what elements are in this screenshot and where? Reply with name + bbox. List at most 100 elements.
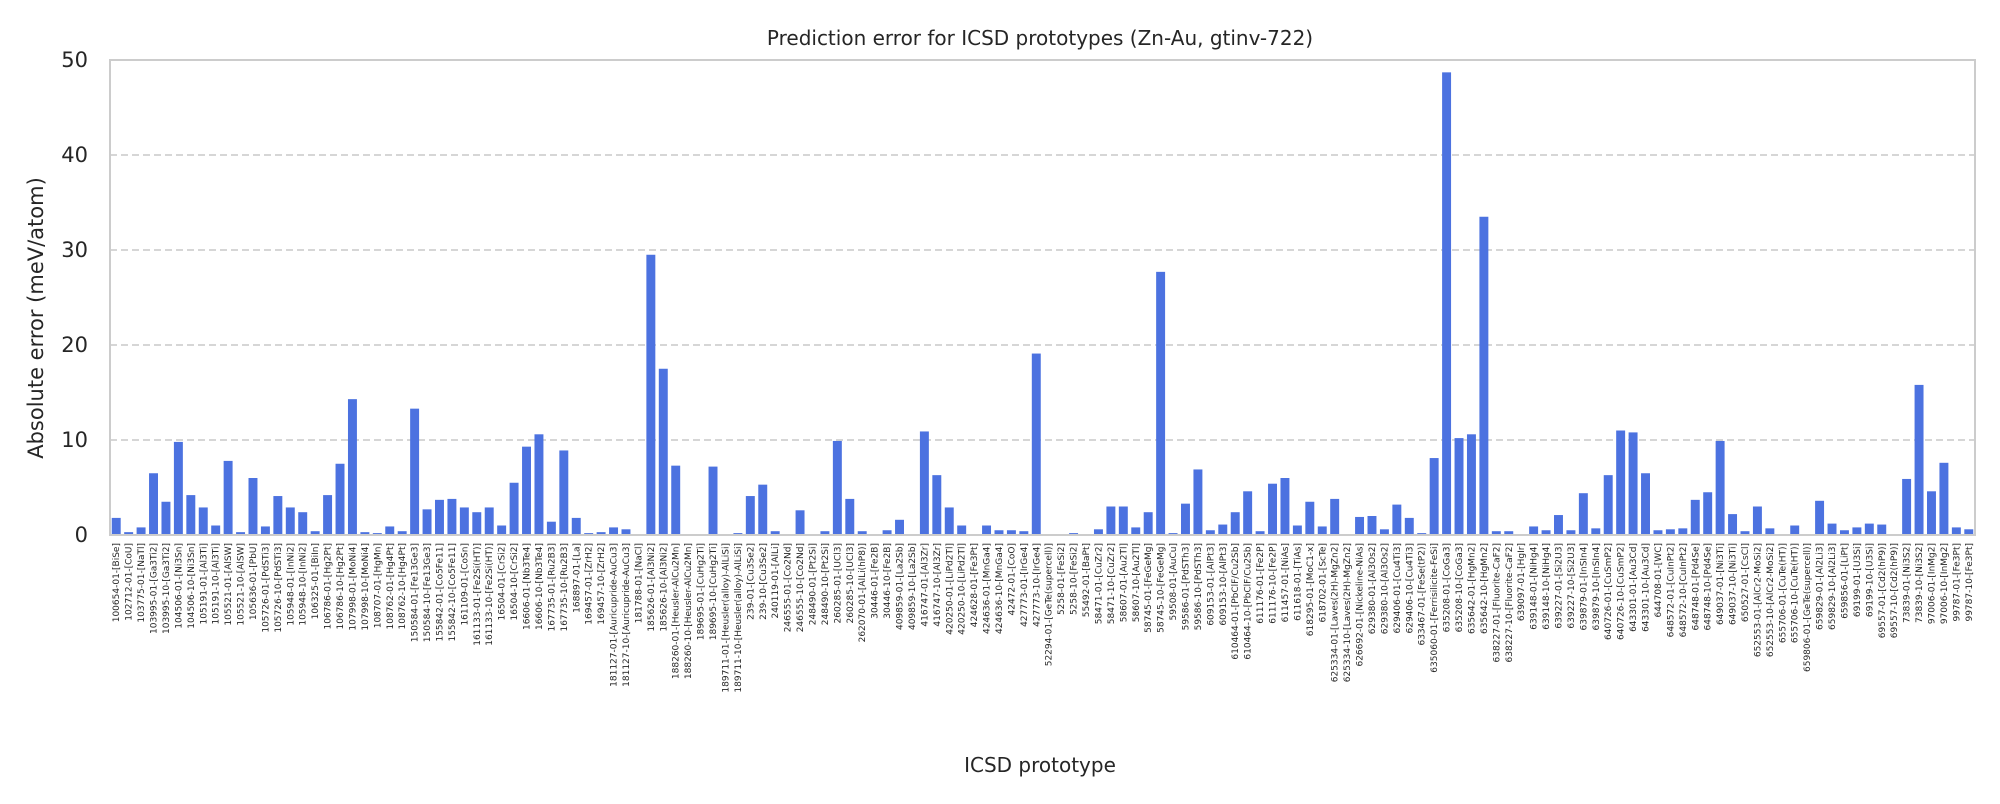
x-tick-label: 625334-10-[Laves(2H)-MgZn2] bbox=[1343, 543, 1353, 682]
x-tick-label: 59586-10-[PdSTh3] bbox=[1194, 543, 1204, 630]
bar bbox=[335, 463, 345, 535]
x-tick-label: 59508-01-[AuCu] bbox=[1169, 543, 1179, 620]
x-tick-label: 105521-10-[AlSW] bbox=[237, 543, 247, 626]
x-tick-label: 409859-01-[La2Sb] bbox=[896, 543, 906, 630]
x-tick-label: 105636-01-[PbU] bbox=[249, 543, 259, 620]
bar bbox=[285, 507, 295, 535]
x-tick-label: 643301-01-[Au3Cd] bbox=[1629, 543, 1639, 632]
bar bbox=[211, 525, 221, 535]
x-tick-label: 420250-01-[LiPd2Tl] bbox=[945, 543, 955, 635]
x-tick-label: 659829-10-[Al2Li3] bbox=[1828, 543, 1838, 630]
bar bbox=[1205, 530, 1215, 535]
bar bbox=[1715, 440, 1725, 535]
x-tick-label: 427773-01-[IrGe4] bbox=[1020, 543, 1030, 627]
bar bbox=[522, 446, 531, 535]
bar bbox=[1690, 499, 1700, 535]
x-tick-label: 639097-01-[HgIr] bbox=[1517, 543, 1527, 621]
x-tick-label: 240119-01-[AlLi] bbox=[771, 543, 781, 619]
bar bbox=[671, 465, 681, 535]
bar bbox=[1939, 462, 1949, 535]
x-tick-label: 104506-10-[Ni3Sn] bbox=[187, 543, 197, 629]
bar bbox=[1927, 491, 1936, 535]
bar bbox=[1280, 478, 1290, 535]
bar bbox=[509, 482, 519, 535]
x-tick-label: 649037-10-[Ni3Ti] bbox=[1729, 543, 1739, 625]
x-tick-label: 105521-01-[AlSW] bbox=[224, 543, 234, 626]
x-tick-label: 167735-10-[Ru2B3] bbox=[560, 543, 570, 632]
x-tick-label: 639227-01-[Si2U3] bbox=[1554, 543, 1564, 629]
bar bbox=[944, 507, 954, 535]
x-tick-label: 105726-10-[PdSTi3] bbox=[274, 543, 284, 633]
x-tick-label: 611176-10-[Fe2P] bbox=[1269, 543, 1279, 624]
x-tick-label: 648748-10-[Pd4Se] bbox=[1704, 543, 1714, 630]
bar bbox=[857, 531, 867, 535]
bar bbox=[1429, 458, 1439, 535]
x-tick-label: 629380-10-[Al3Os2] bbox=[1380, 543, 1390, 634]
bar bbox=[621, 529, 631, 535]
bar bbox=[1678, 528, 1688, 535]
x-tick-label: 188260-01-[Heusler-AlCu2Mn] bbox=[672, 543, 682, 679]
x-tick-label: 248490-01-[Pt2Si] bbox=[808, 543, 818, 625]
bar bbox=[1230, 512, 1240, 535]
x-tick-label: 189711-10-[Heusler(alloy)-AlLiSi] bbox=[734, 543, 744, 693]
x-tick-label: 639148-01-[NiHg4] bbox=[1530, 543, 1540, 630]
x-tick-label: 424628-01-[Fe3Pt] bbox=[970, 543, 980, 627]
x-tick-label: 73839-10-[Ni3S2] bbox=[1915, 543, 1925, 623]
bar bbox=[1566, 530, 1576, 535]
x-tick-label: 168897-01-[La] bbox=[572, 543, 582, 613]
x-tick-label: 648748-01-[Pd4Se] bbox=[1691, 543, 1701, 630]
x-tick-label: 103995-10-[Ga3Ti2] bbox=[162, 543, 172, 634]
x-tick-label: 108762-01-[Hg4Pt] bbox=[386, 543, 396, 630]
bar bbox=[447, 498, 457, 535]
bar bbox=[397, 531, 407, 535]
bar bbox=[1355, 516, 1365, 535]
plot-frame bbox=[109, 59, 1976, 536]
x-tick-label: 16606-10-[Nb3Te4] bbox=[535, 543, 545, 630]
x-tick-label: 16606-01-[Nb3Te4] bbox=[523, 543, 533, 630]
x-tick-label: 69557-10-[Cd2(hP9)] bbox=[1890, 543, 1900, 638]
x-tick-label: 409859-10-[La2Sb] bbox=[908, 543, 918, 630]
x-tick-label: 262070-01-[AlLi(hP8)] bbox=[858, 543, 868, 642]
bar bbox=[111, 517, 121, 535]
y-tick-label: 10 bbox=[61, 428, 88, 452]
bar bbox=[1504, 531, 1514, 535]
x-tick-label: 611618-01-[TiAs] bbox=[1293, 543, 1303, 621]
bar bbox=[1728, 514, 1738, 535]
bar bbox=[1218, 524, 1228, 535]
x-tick-label: 105191-10-[Al3Ti] bbox=[212, 543, 222, 624]
x-tick-label: 635060-01-[Ferrisilicite-FeSi] bbox=[1430, 543, 1440, 673]
bar bbox=[1951, 527, 1961, 535]
x-tick-label: 246555-01-[Co2Nd] bbox=[784, 543, 794, 632]
x-tick-label: 638227-10-[Fluorite-CaF2] bbox=[1505, 543, 1515, 662]
x-tick-label: 155842-01-[Co5Fe11] bbox=[435, 543, 445, 642]
x-tick-label: 106786-10-[Hg2Pt] bbox=[336, 543, 346, 630]
bars bbox=[111, 72, 1974, 535]
x-tick-label: 99787-01-[Fe3Pt] bbox=[1952, 543, 1962, 622]
y-axis-label: Absolute error (meV/atom) bbox=[24, 177, 48, 459]
x-tick-label: 108762-10-[Hg4Pt] bbox=[398, 543, 408, 630]
x-tick-label: 639879-10-[InSIn4] bbox=[1592, 543, 1602, 630]
x-tick-label: 58745-01-[FeGeMg] bbox=[1144, 543, 1154, 633]
x-tick-label: 618702-01-[ScTe] bbox=[1318, 543, 1328, 623]
bar bbox=[1330, 498, 1340, 535]
y-tick-label: 20 bbox=[61, 333, 88, 357]
bar bbox=[571, 517, 581, 535]
x-tick-label: 424636-10-[MnGa4] bbox=[995, 543, 1005, 634]
x-tick-label: 655706-01-[CuTe(HT)] bbox=[1778, 543, 1788, 643]
x-tick-label: 638227-01-[Fluorite-CaF2] bbox=[1492, 543, 1502, 662]
bar bbox=[1864, 523, 1874, 535]
y-tick-label: 30 bbox=[61, 238, 88, 262]
x-tick-label: 629380-01-[Al3Os2] bbox=[1368, 543, 1378, 634]
x-tick-label: 626692-01-[Nickeline-NiAs] bbox=[1356, 543, 1366, 667]
x-tick-label: 169457-10-[ZrH2] bbox=[597, 543, 607, 625]
x-tick-label: 69199-01-[U3Si] bbox=[1853, 543, 1863, 617]
x-tick-label: 16504-10-[CrSi2] bbox=[510, 543, 520, 621]
x-tick-label: 59586-01-[PdSTh3] bbox=[1181, 543, 1191, 630]
bar bbox=[932, 475, 942, 535]
bar bbox=[1181, 503, 1190, 535]
y-tick-labels: 0 10 20 30 40 50 bbox=[61, 48, 88, 547]
x-tick-label: 42472-01-[CoO] bbox=[1007, 543, 1017, 615]
bar bbox=[236, 532, 246, 535]
bar bbox=[1454, 438, 1464, 535]
x-tick-label: 58607-01-[Au2Tl] bbox=[1119, 543, 1129, 622]
